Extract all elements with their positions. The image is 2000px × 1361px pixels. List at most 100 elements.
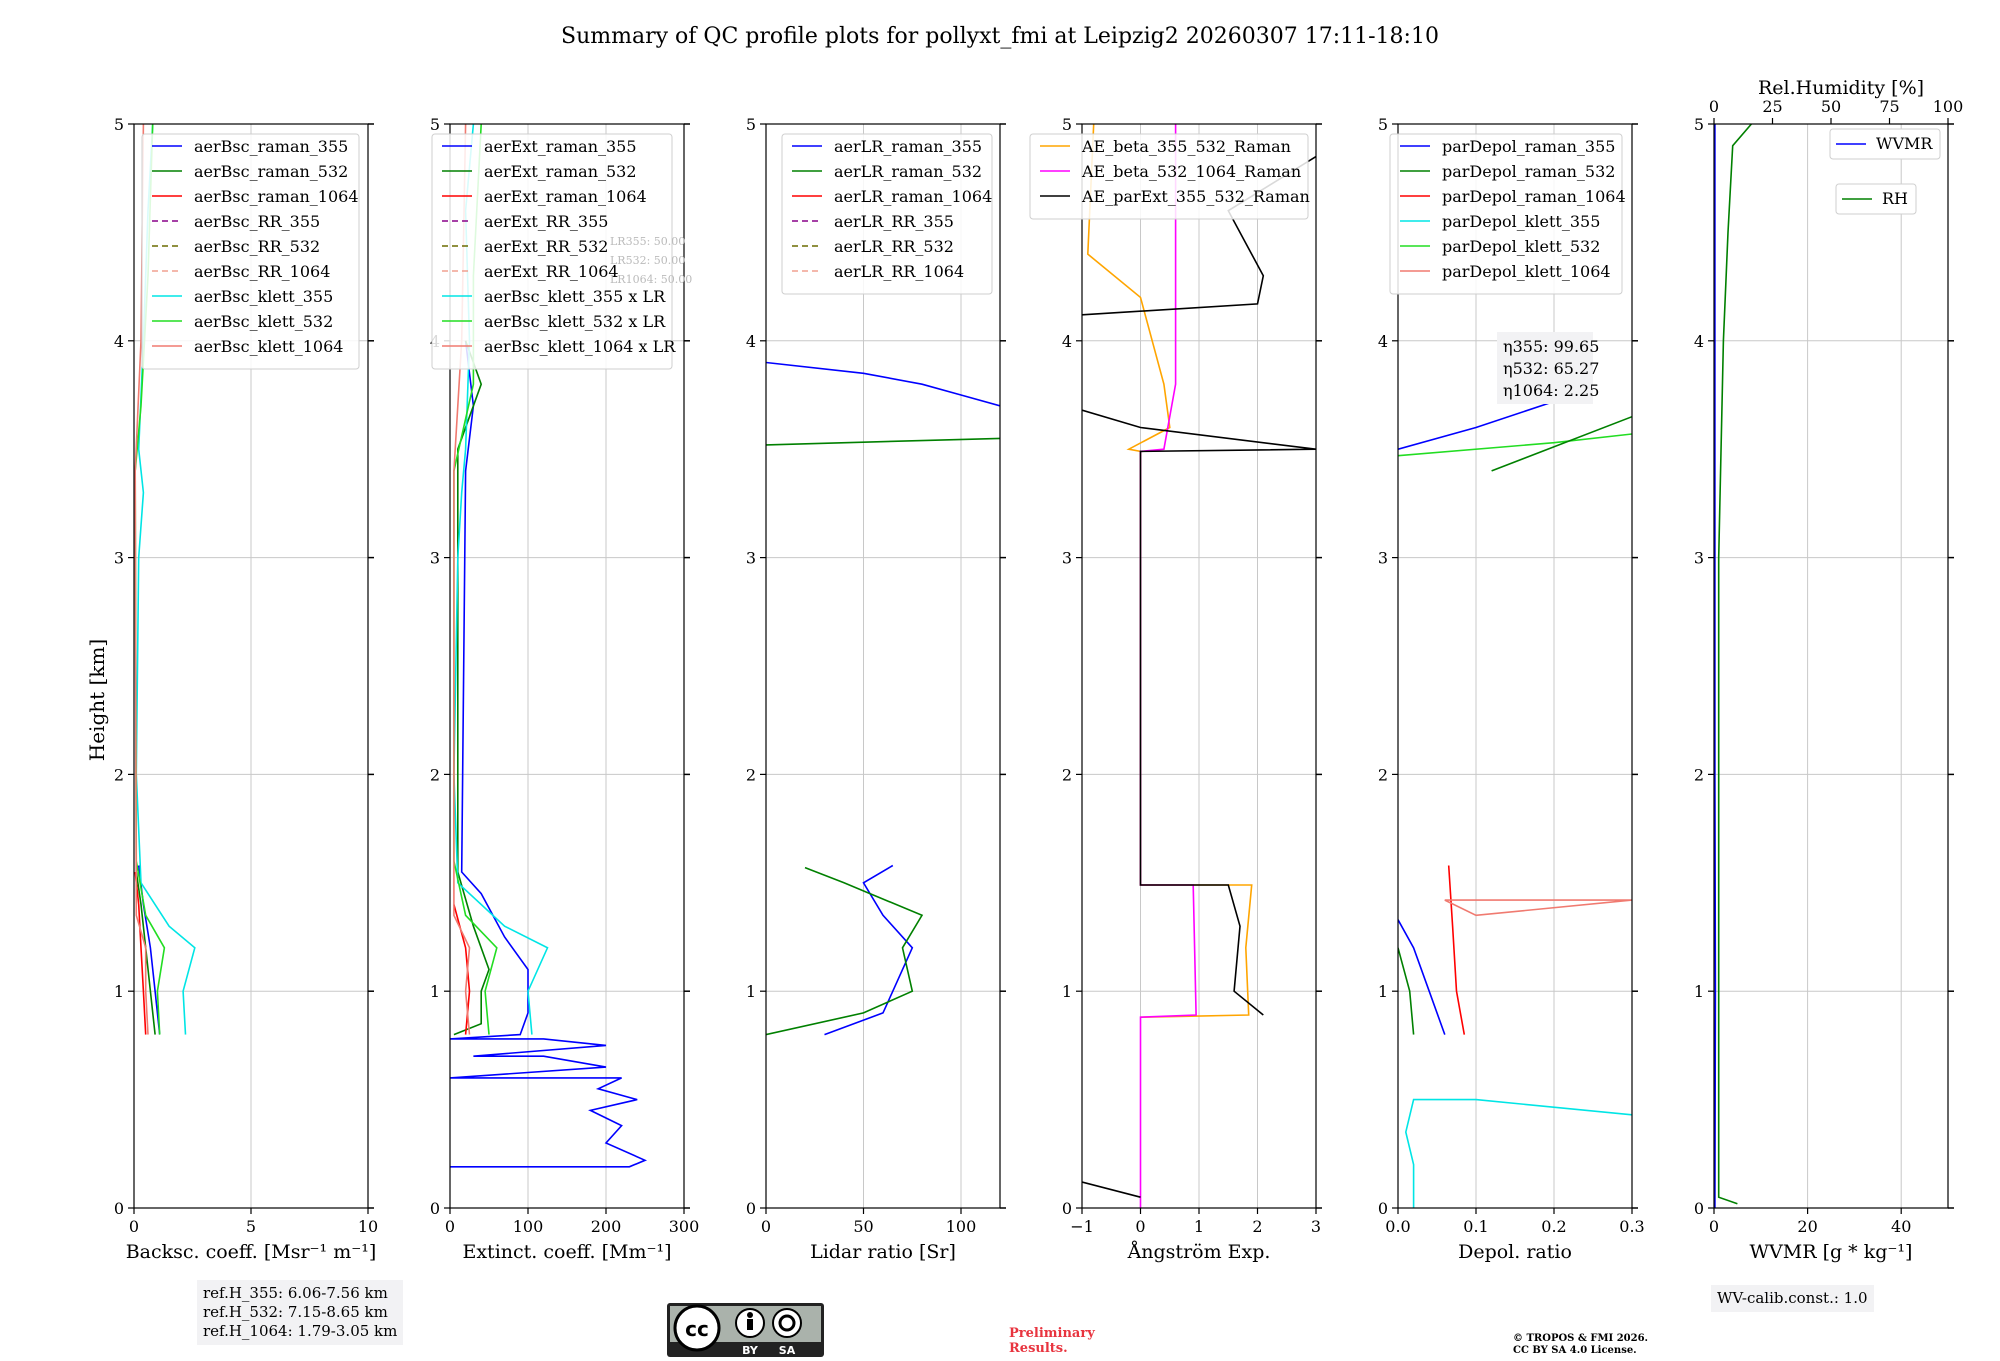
wv-calib-box: WV-calib.const.: 1.0 — [1711, 1285, 1874, 1312]
y-tick-label: 5 — [114, 115, 124, 134]
x-tick-label: 100 — [513, 1217, 544, 1236]
x-tick-label: 0 — [1135, 1217, 1145, 1236]
eta-box — [1497, 332, 1593, 404]
legend-label: aerExt_RR_355 — [484, 212, 608, 231]
top-tick-label: 0 — [1709, 97, 1719, 116]
top-tick-label: 100 — [1933, 97, 1964, 116]
x-axis-label: Ångström Exp. — [1127, 1241, 1271, 1263]
ref-height-1064: ref.H_1064: 1.79-3.05 km — [203, 1322, 398, 1340]
legend-label: aerLR_raman_355 — [834, 137, 982, 156]
y-tick-label: 4 — [114, 332, 124, 351]
preliminary-line-1: Preliminary — [1009, 1326, 1095, 1341]
legend-label: aerBsc_klett_1064 — [194, 337, 343, 356]
y-tick-label: 5 — [1694, 115, 1704, 134]
y-tick-label: 0 — [430, 1199, 440, 1218]
y-tick-label: 4 — [746, 332, 756, 351]
y-tick-label: 3 — [746, 549, 756, 568]
series-line-aerLR_raman_532_upper — [766, 437, 1000, 446]
legend-box — [1835, 183, 1917, 215]
axes-frame — [133, 123, 369, 1209]
y-tick-label: 2 — [1062, 765, 1072, 784]
series-line-AE_parExt_355_532_Raman — [1082, 409, 1316, 1016]
copyright-line-2: CC BY SA 4.0 License. — [1513, 1345, 1637, 1356]
legend-label: parDepol_klett_532 — [1442, 237, 1600, 256]
series-line-aerExt_raman_355 — [450, 340, 648, 1168]
panel-backscatter: 0 5 10 0 1 2 3 4 5 Backsc. coeff. [Msr⁻¹ m⁻¹] aerB… — [114, 115, 378, 1263]
series-line-aerBsc_klett_1064 — [134, 124, 149, 1035]
preliminary-line-2: Results. — [1009, 1341, 1068, 1356]
y-tick-label: 1 — [1694, 982, 1704, 1001]
panel-extinction: 0100200300012345Extinct. coeff. [Mm⁻¹]ae… — [430, 115, 699, 1263]
series-line-AE_beta_355_532_Raman — [1086, 124, 1253, 1018]
x-tick-label: 0.1 — [1463, 1217, 1488, 1236]
y-tick-label: 0 — [1062, 1199, 1072, 1218]
y-tick-label: 0 — [746, 1199, 756, 1218]
legend-label: RH — [1882, 189, 1908, 208]
legend-label: aerBsc_raman_1064 — [194, 187, 359, 206]
x-tick-label: 200 — [591, 1217, 622, 1236]
x-axis-label: Backsc. coeff. [Msr⁻¹ m⁻¹] — [126, 1241, 377, 1263]
legend-box — [431, 133, 673, 370]
y-tick-label: 2 — [746, 765, 756, 784]
legend-box — [1029, 133, 1309, 220]
axes-frame — [765, 123, 1001, 1209]
cc-license-badge: cc BY SA — [667, 1303, 824, 1357]
x-tick-label: 50 — [853, 1217, 873, 1236]
axes-frame — [1081, 123, 1317, 1209]
svg-text:cc: cc — [685, 1317, 709, 1341]
eta-value-text: η355: 99.65 — [1503, 337, 1599, 356]
x-tick-label: 0.3 — [1619, 1217, 1644, 1236]
series-line-parDepol_raman_532_upper — [1491, 415, 1632, 472]
series-line-aerExt_raman_532 — [453, 340, 490, 1036]
panel-lidar_ratio: 0 50 100 0 1 2 3 4 5 Lidar ratio [Sr] aerLR_raman_… — [746, 115, 1006, 1263]
x-tick-label: 0 — [761, 1217, 771, 1236]
legend-label: aerBsc_raman_532 — [194, 162, 348, 181]
y-tick-label: 4 — [1062, 332, 1072, 351]
y-tick-label: 4 — [1694, 332, 1704, 351]
legend-label: parDepol_raman_532 — [1442, 162, 1615, 181]
badge-sa: SA — [779, 1344, 796, 1357]
legend-label: parDepol_raman_1064 — [1442, 187, 1626, 206]
legend-label: aerBsc_klett_532 — [194, 312, 333, 331]
legend-box — [141, 133, 360, 370]
top-tick-label: 50 — [1821, 97, 1841, 116]
legend-label: aerExt_RR_532 — [484, 237, 608, 256]
legend-label: WVMR — [1876, 134, 1933, 153]
series-line-parDepol_klett_1064 — [1444, 899, 1632, 917]
series-line-AE_beta_532_1064_Raman — [1139, 124, 1197, 1208]
series-line-AE_parExt_355_532_Raman_low — [1082, 1181, 1141, 1198]
y-tick-label: 2 — [1378, 765, 1388, 784]
x-tick-label: 10 — [358, 1217, 378, 1236]
legend-label: aerBsc_RR_1064 — [194, 262, 330, 281]
legend-label: aerExt_RR_1064 — [484, 262, 619, 281]
figure-title: Summary of QC profile plots for pollyxt_… — [561, 24, 1439, 49]
y-tick-label: 3 — [114, 549, 124, 568]
eta-value-text: η1064: 2.25 — [1503, 381, 1599, 400]
x-tick-label: 2 — [1252, 1217, 1262, 1236]
series-line-aerLR_raman_355 — [824, 864, 914, 1036]
y-tick-label: 1 — [1378, 982, 1388, 1001]
ref-height-355: ref.H_355: 6.06-7.56 km — [203, 1284, 388, 1302]
series-line-aerLR_raman_532 — [766, 866, 924, 1036]
x-tick-label: 40 — [1891, 1217, 1911, 1236]
x-tick-label: 300 — [669, 1217, 700, 1236]
series-line-aerBsc_raman_1064 — [134, 871, 147, 1035]
y-tick-label: 1 — [746, 982, 756, 1001]
y-axis-label: Height [km] — [85, 639, 109, 761]
preliminary-note: Preliminary Results. — [1009, 1326, 1095, 1356]
legend-label: aerExt_raman_532 — [484, 162, 637, 181]
y-tick-label: 3 — [1694, 549, 1704, 568]
panel-depol: 0.0 0.1 0.2 0.3 0 1 2 3 4 5 Depol. ratio parDepol_r… — [1378, 115, 1645, 1263]
legend-box — [1389, 133, 1623, 295]
y-tick-label: 0 — [1378, 1199, 1388, 1218]
x-tick-label: 0.0 — [1385, 1217, 1410, 1236]
x-axis-label: Lidar ratio [Sr] — [810, 1241, 956, 1263]
legend-label: aerLR_RR_1064 — [834, 262, 964, 281]
axes-frame — [1397, 123, 1633, 1209]
series-line-parDepol_raman_532 — [1398, 947, 1415, 1035]
series-line-parDepol_klett_355 — [1404, 1098, 1632, 1208]
y-tick-label: 5 — [1062, 115, 1072, 134]
legend-box — [781, 133, 993, 295]
y-tick-label: 5 — [746, 115, 756, 134]
